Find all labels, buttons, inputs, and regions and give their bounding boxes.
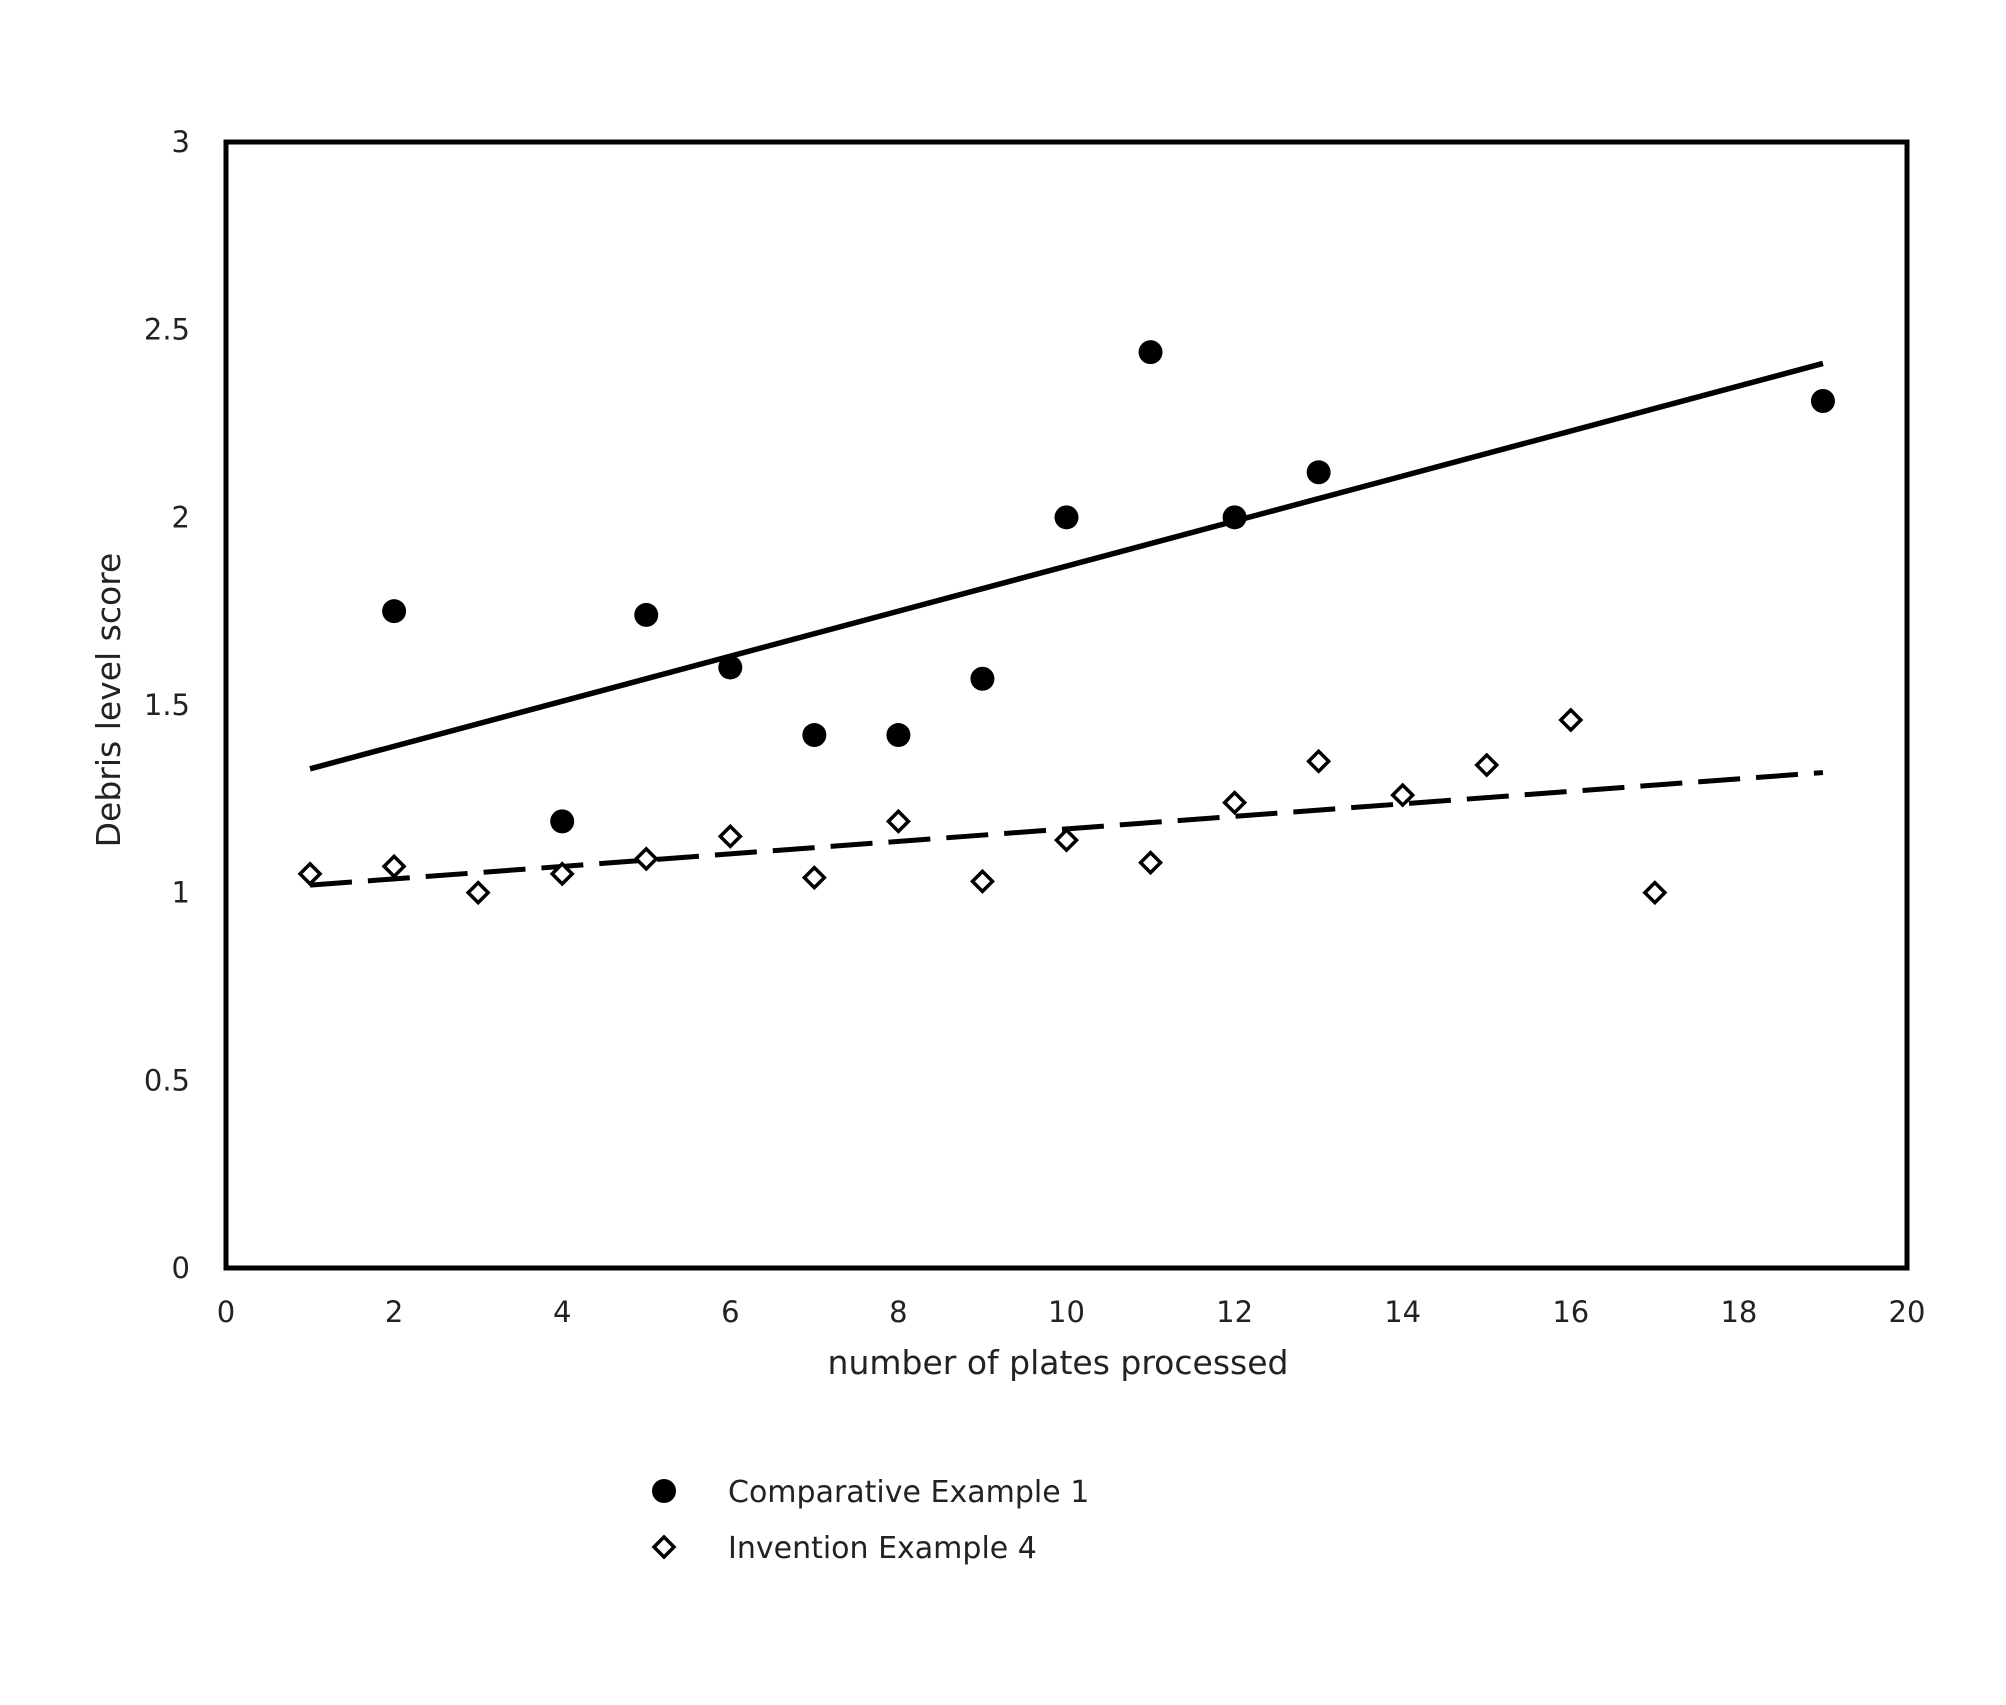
data-point-series-1 — [718, 655, 742, 679]
data-point-series-2 — [888, 811, 908, 831]
x-tick-label: 14 — [1384, 1295, 1421, 1329]
legend-label-series-1: Comparative Example 1 — [728, 1475, 1089, 1510]
x-tick-label: 10 — [1048, 1295, 1085, 1329]
y-tick-label: 2 — [172, 500, 190, 534]
data-point-series-2 — [1057, 830, 1077, 850]
data-point-series-2 — [1225, 793, 1245, 813]
x-tick-label: 12 — [1216, 1295, 1253, 1329]
y-tick-label: 3 — [172, 125, 190, 159]
data-point-series-2 — [1477, 755, 1497, 775]
y-tick-label: 1.5 — [144, 688, 190, 722]
data-point-series-2 — [384, 856, 404, 876]
data-point-series-1 — [550, 809, 574, 833]
x-tick-label: 4 — [553, 1295, 571, 1329]
data-point-series-1 — [1223, 505, 1247, 529]
data-point-series-2 — [1561, 710, 1581, 730]
y-tick-label: 0.5 — [144, 1063, 190, 1097]
data-point-series-2 — [468, 883, 488, 903]
legend: Comparative Example 1 Invention Example 4 — [652, 1475, 1089, 1566]
y-tick-label: 2.5 — [144, 313, 190, 347]
data-point-series-2 — [972, 871, 992, 891]
x-tick-label: 2 — [385, 1295, 403, 1329]
legend-label-series-2: Invention Example 4 — [728, 1531, 1037, 1566]
data-point-series-2 — [1141, 853, 1161, 873]
data-point-series-2 — [720, 826, 740, 846]
y-axis-title: Debris level score — [89, 553, 128, 848]
data-point-series-2 — [1645, 883, 1665, 903]
x-tick-label: 8 — [889, 1295, 907, 1329]
x-tick-label: 6 — [721, 1295, 739, 1329]
data-point-series-1 — [1055, 505, 1079, 529]
data-point-series-2 — [804, 868, 824, 888]
data-point-series-2 — [1309, 751, 1329, 771]
trendline-series-1 — [310, 363, 1823, 768]
y-tick-label: 0 — [172, 1251, 190, 1285]
plot-area — [226, 142, 1907, 1268]
data-point-series-2 — [300, 864, 320, 884]
x-axis-title: number of plates processed — [828, 1343, 1289, 1382]
x-tick-label: 18 — [1720, 1295, 1757, 1329]
data-point-series-2 — [636, 849, 656, 869]
x-tick-label: 16 — [1552, 1295, 1589, 1329]
legend-marker-series-1 — [652, 1479, 676, 1503]
data-point-series-1 — [1811, 389, 1835, 413]
data-point-series-1 — [970, 667, 994, 691]
x-tick-label: 0 — [217, 1295, 235, 1329]
legend-marker-series-2 — [654, 1537, 674, 1557]
data-point-series-1 — [802, 723, 826, 747]
data-point-series-1 — [886, 723, 910, 747]
plot-border — [226, 142, 1907, 1268]
data-point-series-1 — [1307, 460, 1331, 484]
axis-ticks: 0 2 4 6 8 10 12 14 16 18 20 0 0.5 1 1.5 2 2.5 3 — [144, 125, 1926, 1329]
data-point-series-1 — [382, 599, 406, 623]
data-point-series-1 — [634, 603, 658, 627]
x-tick-label: 20 — [1889, 1295, 1926, 1329]
y-tick-label: 1 — [172, 876, 190, 910]
data-point-series-1 — [1139, 340, 1163, 364]
